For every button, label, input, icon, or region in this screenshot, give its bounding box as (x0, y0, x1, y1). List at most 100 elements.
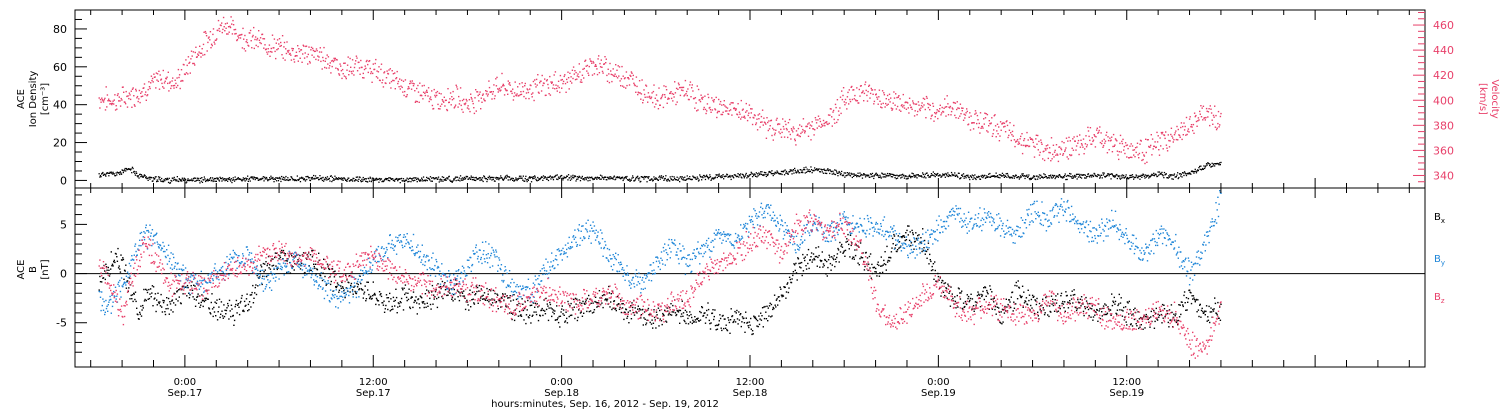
velocity-point (347, 56, 349, 58)
velocity-point (1003, 122, 1006, 124)
density-point (421, 177, 423, 179)
density-point (928, 176, 930, 178)
velocity-point (555, 84, 557, 86)
density-point (816, 168, 818, 170)
velocity-point (406, 94, 408, 96)
density-point (321, 179, 324, 182)
density-point (333, 179, 335, 181)
velocity-point (351, 72, 353, 75)
density-point (794, 167, 796, 170)
density-point (1019, 177, 1021, 179)
velocity-point (504, 88, 506, 90)
velocity-point (124, 101, 126, 103)
bx-point (427, 305, 429, 307)
velocity-point (1079, 146, 1082, 148)
velocity-point (488, 86, 491, 89)
density-point (104, 174, 106, 176)
velocity-point (530, 93, 533, 95)
bx-point (470, 306, 472, 308)
velocity-point (243, 38, 245, 40)
density-point (729, 174, 731, 177)
velocity-point (902, 93, 904, 96)
bx-point (684, 320, 686, 323)
density-point (844, 172, 847, 174)
bx-point (509, 295, 511, 297)
density-point (786, 172, 788, 174)
bx-point (356, 286, 359, 288)
density-point (531, 176, 533, 178)
velocity-point (1101, 142, 1103, 145)
bx-point (398, 302, 400, 305)
bx-point (292, 266, 294, 268)
velocity-point (783, 128, 785, 130)
velocity-point (525, 92, 528, 94)
bx-point (326, 263, 329, 265)
density-point (544, 176, 546, 178)
density-point (882, 176, 884, 178)
velocity-point (858, 102, 860, 104)
bx-point (618, 308, 621, 310)
velocity-point (943, 107, 945, 109)
velocity-point (1048, 151, 1050, 154)
density-point (346, 178, 349, 181)
velocity-point (482, 93, 484, 95)
bx-point (409, 306, 411, 308)
velocity-point (1048, 147, 1051, 149)
density-point (491, 179, 493, 181)
bx-point (164, 311, 166, 313)
density-point (380, 178, 383, 180)
bx-point (348, 281, 350, 284)
bx-point (771, 315, 773, 317)
density-point (373, 179, 376, 181)
bx-point (653, 316, 656, 319)
velocity-point (803, 130, 805, 132)
velocity-point (258, 30, 260, 32)
density-point (740, 176, 742, 178)
bx-point (581, 302, 583, 305)
velocity-point (707, 93, 709, 96)
velocity-point (350, 70, 353, 73)
bx-point (378, 304, 380, 306)
velocity-point (1105, 134, 1107, 136)
bx-point (736, 318, 739, 320)
bx-point (817, 246, 820, 248)
bx-point (811, 261, 813, 263)
bx-point (552, 311, 554, 313)
velocity-point (509, 84, 511, 86)
velocity-point (769, 125, 771, 127)
velocity-point (471, 98, 473, 100)
velocity-point (320, 51, 323, 53)
density-point (808, 169, 810, 171)
density-point (1076, 178, 1078, 180)
density-point (777, 172, 779, 174)
bx-point (229, 310, 231, 312)
density-point (972, 175, 975, 177)
velocity-point (1209, 124, 1211, 127)
velocity-point (724, 110, 727, 112)
density-point (425, 179, 427, 181)
velocity-point (158, 70, 160, 72)
velocity-point (227, 33, 229, 35)
velocity-point (589, 58, 591, 60)
velocity-point (670, 97, 673, 100)
density-point (620, 178, 622, 180)
density-point (588, 177, 590, 179)
velocity-point (1159, 137, 1161, 139)
density-point (773, 172, 775, 175)
bx-point (161, 306, 163, 308)
bx-point (779, 286, 781, 288)
density-point (165, 178, 167, 180)
bx-point (840, 245, 842, 247)
velocity-point (905, 108, 908, 110)
density-point (481, 179, 483, 181)
bx-point (340, 287, 342, 290)
density-point (1212, 164, 1215, 166)
bx-point (485, 297, 488, 299)
velocity-point (116, 108, 118, 110)
density-point (697, 180, 700, 182)
velocity-point (150, 82, 152, 84)
velocity-point (551, 82, 553, 84)
density-point (579, 176, 581, 178)
density-point (480, 178, 482, 181)
velocity-point (956, 101, 958, 103)
